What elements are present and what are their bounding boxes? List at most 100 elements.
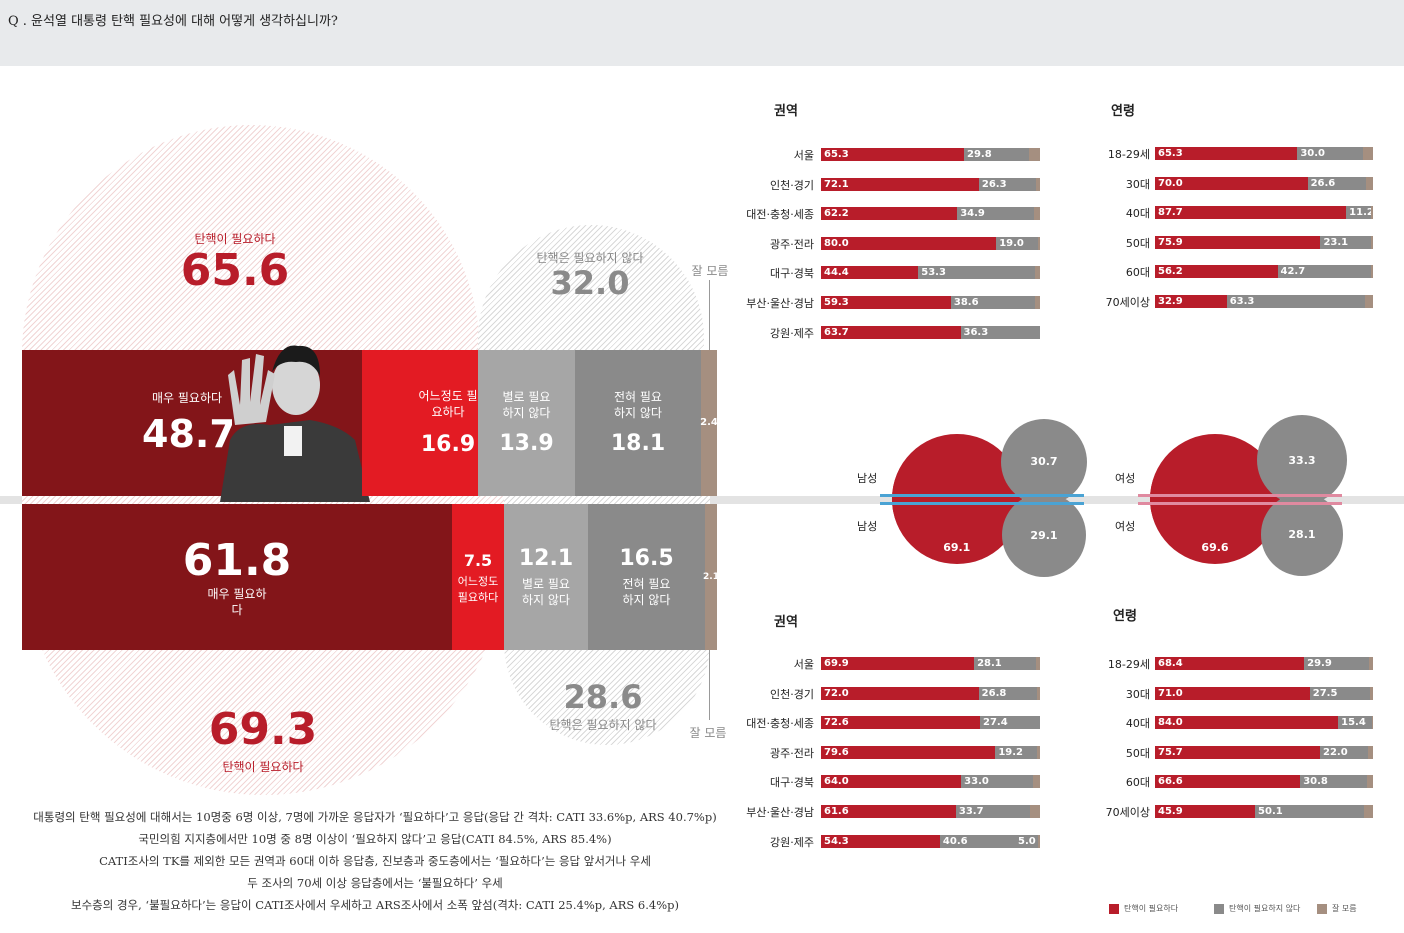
top-seg-notmuch: 별로 필요하지 않다 13.9: [478, 350, 575, 496]
bubble-bottom-not: 28.1: [1260, 493, 1344, 576]
bottom-region-title: 권역: [774, 615, 798, 630]
bar-category-label: 대전·충청·세종: [746, 208, 814, 222]
bar-value-label: 29.9: [1307, 658, 1332, 669]
bar-value-label: 38.6: [953, 297, 979, 308]
bar-value-label: 59.3: [824, 297, 849, 308]
top-age-title: 연령: [1111, 104, 1135, 119]
bar-segment-dontknow: [1037, 236, 1040, 250]
note-line: 보수층의 경우, ‘불필요하다’는 응답이 CATI조사에서 우세하고 ARS조…: [70, 898, 679, 912]
top-seg-somewhat: 어느정도 필요하다 16.9: [362, 350, 478, 496]
bar-segment-not: 40.6: [939, 834, 1029, 848]
top-seg-very: 매우 필요하다 48.7: [22, 350, 236, 496]
stacked-bar: 70.0 26.6: [1155, 176, 1373, 190]
bar-segment-need: 66.6: [1155, 775, 1301, 789]
stacked-bar: 54.3 40.6 5.0: [821, 834, 1040, 848]
header-bar: Q . 윤석열 대통령 탄핵 필요성에 대해 어떻게 생각하십니까?: [0, 0, 1404, 66]
bottom-male-label: 남성: [857, 520, 878, 533]
bar-value-label: 5.0: [1016, 834, 1038, 848]
bar-category-label: 18-29세: [1107, 658, 1150, 671]
legend-need: 탄핵이 필요하다: [1109, 903, 1178, 914]
person-figure: [220, 345, 370, 502]
bar-segment-dontknow: [1371, 716, 1373, 730]
legend-not: 탄핵이 필요하지 않다: [1214, 903, 1300, 914]
bar-segment-not: 15.4: [1338, 716, 1372, 730]
bar-segment-dontknow: [1369, 686, 1373, 700]
bottom-not-caption: 탄핵은 필요하지 않다: [549, 718, 657, 732]
bar-segment-need: 64.0: [821, 775, 962, 789]
stacked-bar: 72.0 26.8: [821, 686, 1040, 700]
bar-segment-need: 59.3: [821, 296, 951, 309]
bar-segment-need: 68.4: [1155, 657, 1305, 670]
bar-segment-need: 70.0: [1155, 176, 1308, 190]
bar-segment-need: 75.9: [1155, 235, 1321, 249]
bar-value-label: 79.6: [824, 746, 849, 758]
top-seg-somewhat-value: 16.9: [420, 432, 476, 457]
bottom-seg-very-value: 61.8: [182, 535, 292, 586]
top-seg-notatall: 전혀 필요하지 않다 18.1: [575, 350, 701, 496]
bar-category-label: 대구·경북: [770, 776, 814, 790]
stacked-bar: 65.3 29.8: [821, 148, 1040, 161]
bar-value-label: 75.9: [1158, 236, 1183, 248]
bar-category-label: 대전·충청·세종: [746, 717, 814, 731]
bubble-value-label: 30.7: [1030, 455, 1058, 469]
stacked-bar: 79.6 19.2: [821, 745, 1040, 759]
bubble-value-label: 28.1: [1288, 527, 1316, 541]
bar-segment-not: 27.5: [1309, 686, 1370, 700]
bar-segment-need: 80.0: [821, 236, 997, 250]
bottom-dontknow-line: [709, 650, 710, 720]
bar-segment-dontknow: [1367, 775, 1373, 789]
bar-segment-not: 19.2: [995, 745, 1038, 759]
bar-segment-need: 79.6: [821, 745, 996, 759]
bar-segment-not: 29.9: [1304, 657, 1370, 670]
bar-value-label: 72.6: [824, 717, 849, 729]
bar-segment-dontknow: [1370, 265, 1373, 279]
bar-category-label: 30대: [1125, 177, 1150, 191]
top-region-title: 권역: [774, 104, 798, 119]
bar-segment-dontknow: [1364, 805, 1373, 818]
bar-value-label: 80.0: [824, 237, 849, 249]
bar-segment-not: 22.0: [1320, 745, 1368, 759]
bottom-seg-somewhat-value: 7.5: [463, 551, 493, 570]
bar-category-label: 인천·경기: [770, 178, 814, 192]
bottom-seg-notatall-value: 16.5: [619, 546, 674, 571]
bar-segment-dontknow: [1033, 207, 1040, 221]
bar-segment-need: 75.7: [1155, 745, 1321, 759]
bar-segment-dontknow: [1370, 235, 1373, 249]
bar-category-label: 강원·제주: [770, 835, 814, 849]
stacked-bar: 44.4 53.3: [821, 266, 1040, 280]
bar-value-label: 68.4: [1158, 658, 1183, 669]
bar-value-label: 63.7: [824, 326, 849, 338]
bottom-seg-notmuch: 12.1 별로 필요하지 않다: [504, 504, 588, 650]
bar-category-label: 60대: [1125, 776, 1150, 790]
bar-value-label: 66.6: [1158, 776, 1183, 788]
bar-value-label: 65.3: [1158, 148, 1183, 159]
stacked-bar: 80.0 19.0: [821, 236, 1040, 250]
bar-category-label: 광주·전라: [770, 237, 814, 251]
bar-segment-need: 72.0: [821, 686, 979, 700]
bottom-seg-somewhat-label: 어느정도 필요하다: [457, 575, 499, 604]
top-male-label: 남성: [857, 472, 878, 485]
bar-value-label: 87.7: [1158, 207, 1183, 219]
bar-segment-dontknow: [1029, 805, 1040, 818]
bar-value-label: 65.3: [824, 149, 849, 160]
stacked-bar: 68.4 29.9: [1155, 657, 1373, 670]
bar-category-label: 부산·울산·경남: [746, 806, 814, 819]
bar-segment-need: 71.0: [1155, 686, 1310, 700]
bar-category-label: 인천·경기: [770, 687, 814, 701]
bubble-value-label: 69.6: [1201, 541, 1229, 554]
bar-segment-dontknow: [1364, 295, 1373, 308]
bottom-seg-very-label: 매우 필요하다: [207, 587, 267, 617]
bottom-seg-dontknow-value: 2.1: [703, 572, 719, 582]
bubble-top-not: 33.3: [1257, 415, 1347, 505]
bar-segment-not: 63.3: [1226, 295, 1365, 308]
bar-value-label: 23.1: [1323, 236, 1349, 248]
note-line: 국민의힘 지지층에서만 10명 중 8명 이상이 ‘필요하지 않다’고 응답(C…: [138, 832, 612, 846]
bar-category-label: 60대: [1125, 266, 1150, 280]
bottom-seg-notatall: 16.5 전혀 필요하지 않다: [588, 504, 705, 650]
bar-segment-not: 26.8: [978, 686, 1038, 700]
bubble-value-label: 33.3: [1288, 453, 1316, 467]
bar-segment-need: 61.6: [821, 805, 956, 818]
bottom-seg-dontknow: 2.1: [703, 504, 719, 650]
bar-value-label: 69.9: [824, 658, 849, 669]
male-divider-line-2: [880, 502, 1084, 505]
